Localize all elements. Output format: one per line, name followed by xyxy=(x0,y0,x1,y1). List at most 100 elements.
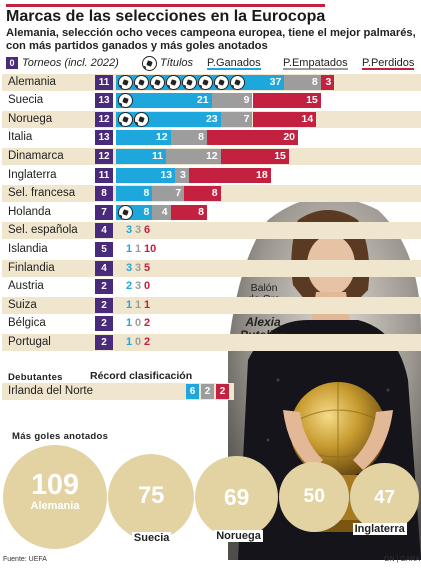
torneos-value: 12 xyxy=(95,148,113,164)
bar-perdidos: 8 xyxy=(170,204,207,220)
titulo-ball-icon xyxy=(118,111,133,127)
titulo-ball-icon xyxy=(182,74,197,90)
value-empatados: 0 xyxy=(135,317,142,330)
bar-ganados: 11 xyxy=(116,148,167,164)
team-label: Portugal xyxy=(8,335,51,348)
torneos-value: 13 xyxy=(95,130,113,146)
titulo-ball-icon xyxy=(134,111,149,127)
value-empatados: 3 xyxy=(135,261,142,274)
bar-ganados: 13 xyxy=(116,167,176,183)
team-label: Dinamarca xyxy=(8,149,64,162)
bar-perdidos: 3 xyxy=(320,74,335,90)
torneos-value: 7 xyxy=(95,204,113,220)
team-name: Suecia xyxy=(131,532,172,545)
torneos-value: 2 xyxy=(95,279,113,295)
team-label: Sel. española xyxy=(8,224,78,237)
titulo-ball-icon xyxy=(118,204,133,220)
team-name: Noruega xyxy=(214,530,263,543)
row-background xyxy=(2,259,421,277)
page-subtitle: Alemania, selección ocho veces campeona … xyxy=(6,27,416,52)
team-label: Finlandia xyxy=(8,261,55,274)
goals-bubble: 47 xyxy=(350,462,419,532)
torneos-value: 2 xyxy=(95,334,113,350)
torneos-value: 12 xyxy=(95,111,113,127)
team-label: Austria xyxy=(8,280,44,293)
debut-perdidos: 2 xyxy=(216,384,229,399)
goals-bubble: 69 xyxy=(195,455,278,539)
bar-perdidos: 15 xyxy=(252,93,321,109)
bar-empatados: 7 xyxy=(220,111,253,127)
row-background xyxy=(2,296,421,314)
value-ganados: 2 xyxy=(126,280,133,293)
value-empatados: 1 xyxy=(135,298,142,311)
value-perdidos: 5 xyxy=(144,261,151,274)
name-line-1: Alexia xyxy=(245,315,281,329)
torneos-value: 11 xyxy=(95,167,113,183)
value-empatados: 3 xyxy=(135,280,142,293)
bar-perdidos: 8 xyxy=(184,186,221,202)
bar-perdidos: 20 xyxy=(207,130,298,146)
goals-value: 50 xyxy=(303,485,325,508)
team-label: Irlanda del Norte xyxy=(8,385,94,397)
bar-empatados: 3 xyxy=(175,167,189,183)
titulo-ball-icon xyxy=(166,74,181,90)
bar-empatados: 8 xyxy=(284,74,321,90)
goals-value: 47 xyxy=(374,485,396,507)
titulo-ball-icon xyxy=(134,74,149,90)
torneos-value: 8 xyxy=(95,186,113,202)
bar-perdidos: 15 xyxy=(220,148,289,164)
value-ganados: 3 xyxy=(126,224,133,237)
team-label: Sel. francesa xyxy=(8,187,76,200)
titulo-ball-icon xyxy=(198,74,213,90)
goals-value: 109 xyxy=(31,469,79,502)
source-note: Fuente: UEFA xyxy=(3,556,47,563)
torneos-value: 4 xyxy=(95,223,113,239)
value-ganados: 1 xyxy=(126,335,133,348)
bar-ganados: 21 xyxy=(116,93,212,109)
bar-perdidos: 18 xyxy=(188,167,271,183)
team-label: Alemania xyxy=(8,75,56,88)
titulo-ball-icon xyxy=(118,93,133,109)
value-perdidos: 1 xyxy=(144,298,151,311)
goals-bubble: 50 xyxy=(279,461,350,533)
team-name: Inglaterra xyxy=(352,523,407,536)
torneos-value: 2 xyxy=(95,316,113,332)
debut-empatados: 2 xyxy=(201,384,214,399)
value-perdidos: 0 xyxy=(144,280,151,293)
team-label: Inglaterra xyxy=(8,168,57,181)
bar-empatados: 8 xyxy=(170,130,207,146)
team-label: Italia xyxy=(8,131,33,144)
debut-ganados: 6 xyxy=(186,384,199,399)
team-label: Suiza xyxy=(8,298,37,311)
legend-torneos-label: Torneos (incl. 2022) xyxy=(22,57,119,69)
legend-perdidos-label: P.Perdidos xyxy=(362,57,415,70)
legend-empatados-label: P.Empatados xyxy=(283,57,348,70)
bar-empatados: 4 xyxy=(152,204,171,220)
bar-empatados: 7 xyxy=(152,186,185,202)
goals-value: 75 xyxy=(137,483,165,510)
value-perdidos: 2 xyxy=(144,335,151,348)
credit-note: GN | GARA xyxy=(384,556,421,563)
legend-ball-icon xyxy=(142,56,157,71)
goals-bubble: 75 xyxy=(108,453,195,541)
value-ganados: 1 xyxy=(126,317,133,330)
debutantes-title: Debutantes xyxy=(8,372,63,383)
value-empatados: 0 xyxy=(135,335,142,348)
torneos-value: 5 xyxy=(95,241,113,257)
row-background xyxy=(2,333,421,351)
value-ganados: 3 xyxy=(126,261,133,274)
titulo-ball-icon xyxy=(230,74,245,90)
bar-ganados: 8 xyxy=(116,186,153,202)
team-label: Bélgica xyxy=(8,317,46,330)
titulo-ball-icon xyxy=(214,74,229,90)
legend-titulos-label: Títulos xyxy=(160,57,194,69)
debutantes-subtitle: Récord clasificación xyxy=(90,370,193,382)
torneos-value: 13 xyxy=(95,93,113,109)
bar-ganados: 12 xyxy=(116,130,171,146)
caption-line-1: Balón xyxy=(250,282,278,294)
torneos-value: 4 xyxy=(95,260,113,276)
value-perdidos: 6 xyxy=(144,224,151,237)
titulo-ball-icon xyxy=(150,74,165,90)
team-label: Holanda xyxy=(8,205,51,218)
